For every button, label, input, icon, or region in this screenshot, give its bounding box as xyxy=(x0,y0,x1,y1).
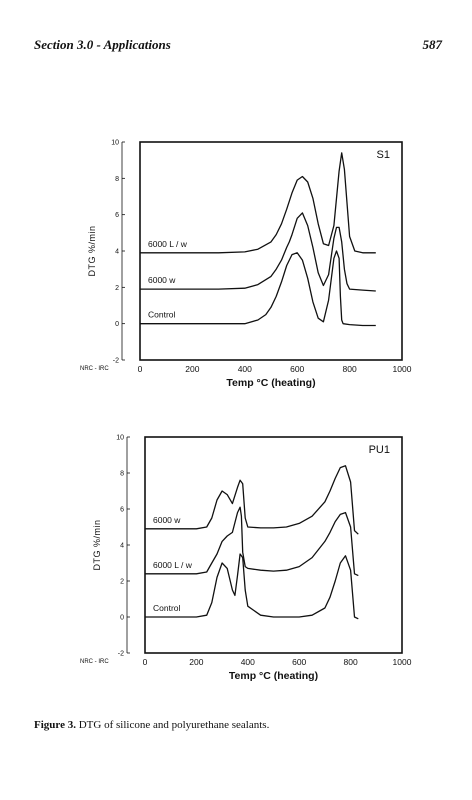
watermark-text: NRC - IRC xyxy=(80,366,109,372)
x-tick-label: 0 xyxy=(138,364,143,374)
watermark-text: NRC - IRC xyxy=(80,659,109,665)
series-line-2 xyxy=(140,250,376,327)
series-line-1 xyxy=(145,506,359,577)
x-axis-label: Temp °C (heating) xyxy=(226,377,315,389)
figure-caption-text: DTG of silicone and polyurethane sealant… xyxy=(75,719,270,731)
y-tick-label: 10 xyxy=(111,140,119,147)
series-line-0 xyxy=(145,465,359,535)
y-tick-label: 6 xyxy=(115,212,119,219)
series-label-0: 6000 w xyxy=(153,515,181,525)
x-tick-label: 1000 xyxy=(393,657,412,667)
dtg-chart-s1: -2 0 2 4 6 8 10 0 200 400 600 800 1000 Temp °C (heati… xyxy=(80,140,412,390)
running-header-section: Section 3.0 - Applications xyxy=(34,37,171,52)
panel-label: S1 xyxy=(377,149,390,161)
series-label-0: 6000 L / w xyxy=(148,239,188,249)
x-tick-label: 800 xyxy=(343,364,357,374)
series-label-2: Control xyxy=(153,603,181,613)
x-tick-label: 1000 xyxy=(393,364,412,374)
series-label-1: 6000 w xyxy=(148,275,176,285)
plot-frame xyxy=(139,141,403,361)
series-line-2 xyxy=(145,553,359,620)
x-tick-label: 600 xyxy=(290,364,304,374)
y-tick-label: 0 xyxy=(115,321,119,328)
dtg-chart-pu1: -2 0 2 4 6 8 10 0 200 400 600 800 1000 Temp °C (heati… xyxy=(80,435,412,683)
plot-frame xyxy=(144,436,403,654)
y-tick-label: 8 xyxy=(115,176,119,183)
x-tick-label: 400 xyxy=(241,657,255,667)
series-label-1: 6000 L / w xyxy=(153,560,193,570)
y-tick-label: 4 xyxy=(120,543,124,550)
y-tick-label: -2 xyxy=(113,358,119,365)
x-tick-label: 600 xyxy=(292,657,306,667)
x-tick-label: 0 xyxy=(143,657,148,667)
y-axis-label: DTG %/min xyxy=(87,225,97,276)
y-tick-label: -2 xyxy=(118,651,124,658)
y-tick-label: 2 xyxy=(115,285,119,292)
x-tick-label: 200 xyxy=(189,657,203,667)
y-tick-label: 4 xyxy=(115,249,119,256)
x-tick-label: 200 xyxy=(185,364,199,374)
y-tick-label: 6 xyxy=(120,507,124,514)
figure-caption: Figure 3. DTG of silicone and polyuretha… xyxy=(34,719,269,731)
y-tick-label: 2 xyxy=(120,579,124,586)
series-line-0 xyxy=(140,152,376,254)
x-tick-label: 400 xyxy=(238,364,252,374)
page-number: 587 xyxy=(422,37,443,52)
panel-label: PU1 xyxy=(369,444,390,456)
series-line-1 xyxy=(140,212,376,292)
x-axis-label: Temp °C (heating) xyxy=(229,670,318,682)
x-tick-label: 800 xyxy=(344,657,358,667)
y-tick-label: 8 xyxy=(120,471,124,478)
y-tick-label: 10 xyxy=(116,435,124,442)
y-tick-label: 0 xyxy=(120,615,124,622)
figure-caption-label: Figure 3. xyxy=(34,719,76,731)
series-label-2: Control xyxy=(148,310,176,320)
y-axis-label: DTG %/min xyxy=(92,519,102,570)
